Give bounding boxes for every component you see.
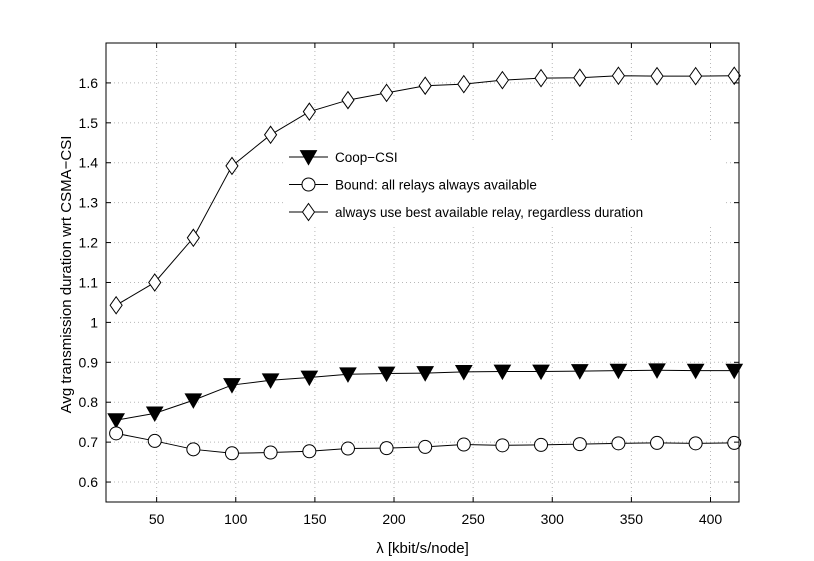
y-tick-label: 0.6 (79, 474, 99, 490)
data-point (224, 446, 239, 461)
legend-label: always use best available relay, regardl… (335, 205, 643, 220)
legend-marker (299, 150, 318, 166)
x-tick-label: 50 (149, 511, 165, 527)
data-point (573, 68, 587, 88)
legend-box (283, 142, 723, 226)
data-point (302, 444, 317, 459)
data-point (340, 441, 355, 456)
series-2 (109, 426, 742, 461)
data-point (648, 363, 666, 379)
data-point (689, 66, 703, 86)
x-tick-label: 200 (382, 511, 406, 527)
legend-entry: always use best available relay, regardl… (289, 202, 643, 222)
y-tick-label: 1.2 (79, 235, 99, 251)
data-point (686, 363, 705, 380)
legend-entry: Bound: all relays always available (289, 177, 537, 193)
y-tick-label: 0.9 (79, 354, 99, 370)
data-point (223, 378, 241, 394)
data-point (570, 364, 589, 380)
x-tick-label: 300 (541, 511, 565, 527)
data-point (186, 442, 201, 457)
series-1 (107, 363, 744, 429)
legend-label: Bound: all relays always available (335, 178, 537, 193)
y-axis-label: Avg transmission duration wrt CSMA−CSI (58, 136, 75, 414)
y-tick-label: 1 (90, 314, 98, 330)
legend-marker (301, 177, 316, 192)
y-tick-label: 0.7 (79, 434, 99, 450)
data-point (379, 441, 394, 456)
data-point (572, 437, 587, 452)
data-point (688, 436, 703, 451)
y-tick-label: 0.8 (79, 394, 99, 410)
x-tick-label: 100 (224, 511, 248, 527)
data-point (300, 370, 319, 387)
y-tick-label: 1.4 (79, 155, 99, 171)
data-point (534, 437, 549, 452)
ticks: 50 100 150 200 250 300 350 400 0.6 0.7 0.8 0.9 1 1.1 1… (79, 43, 739, 527)
legend: Coop−CSI Bound: all relays always availab… (283, 142, 723, 226)
data-point (532, 364, 550, 381)
data-point (145, 406, 164, 423)
data-point (493, 364, 512, 381)
data-point (263, 125, 278, 145)
data-point (418, 76, 432, 96)
data-point (611, 436, 626, 451)
data-point (456, 437, 471, 452)
data-point (148, 273, 162, 292)
y-tick-label: 1.6 (79, 75, 99, 91)
y-tick-label: 1.1 (79, 274, 99, 290)
data-point (377, 366, 396, 383)
x-tick-label: 350 (620, 511, 644, 527)
x-tick-label: 150 (303, 511, 327, 527)
data-point (495, 70, 510, 90)
data-point (609, 363, 628, 380)
data-point (261, 373, 280, 389)
y-tick-label: 1.5 (79, 115, 99, 131)
data-point (418, 439, 433, 454)
legend-marker (301, 202, 316, 222)
series-3 (109, 66, 741, 315)
grid (106, 43, 739, 502)
x-tick-label: 400 (699, 511, 723, 527)
data-point (186, 228, 200, 248)
data-point (534, 68, 548, 88)
y-tick-label: 1.3 (79, 195, 99, 211)
data-point (727, 66, 741, 86)
data-point (184, 393, 203, 409)
data-point (339, 367, 357, 383)
data-point (611, 66, 626, 86)
legend-entry: Coop−CSI (289, 150, 398, 166)
data-point (109, 426, 124, 441)
x-axis-label: λ [kbit/s/node] (376, 540, 469, 557)
data-point (457, 74, 471, 94)
data-point (341, 90, 355, 110)
x-tick-label: 250 (461, 511, 485, 527)
data-point (725, 363, 744, 380)
data-point (147, 433, 162, 448)
plot-frame (105, 42, 740, 503)
data-point (727, 435, 742, 450)
data-point (495, 438, 510, 453)
data-point (454, 364, 473, 381)
data-point (650, 66, 664, 86)
series-layer (107, 66, 744, 461)
data-point (650, 435, 665, 450)
data-point (107, 413, 125, 429)
data-point (225, 156, 239, 176)
data-point (109, 295, 123, 315)
data-point (263, 445, 278, 460)
legend-label: Coop−CSI (335, 150, 398, 165)
data-point (379, 83, 394, 103)
data-point (302, 102, 316, 122)
data-point (416, 366, 435, 382)
